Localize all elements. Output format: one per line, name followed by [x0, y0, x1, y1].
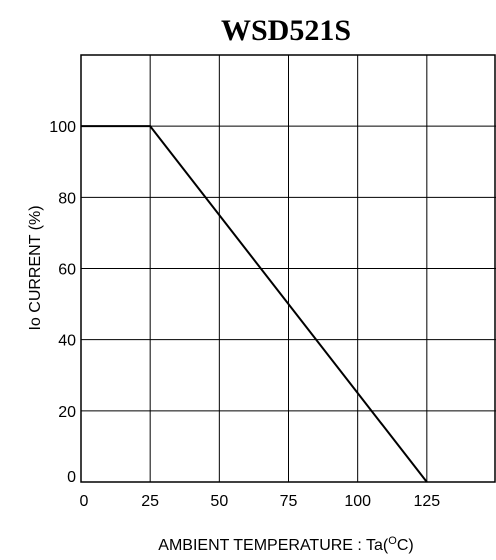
- plot-border: [80, 54, 496, 483]
- x-axis-label-unit: C): [397, 537, 414, 554]
- grid: [81, 55, 496, 482]
- x-tick-label: 100: [344, 493, 371, 510]
- chart-title: WSD521S: [221, 14, 351, 47]
- x-axis-label: AMBIENT TEMPERATURE : Ta(OC): [158, 535, 413, 554]
- x-tick-label: 75: [280, 493, 298, 510]
- x-tick-label: 50: [210, 493, 228, 510]
- y-tick-labels: 0 20 40 60 80 100: [49, 119, 76, 486]
- y-tick-label: 80: [58, 190, 76, 207]
- x-tick-labels: 0 25 50 75 100 125: [80, 493, 441, 510]
- y-tick-label: 0: [67, 469, 76, 486]
- y-tick-label: 100: [49, 119, 76, 136]
- y-tick-label: 40: [58, 333, 76, 350]
- x-axis-label-main: AMBIENT TEMPERATURE : Ta(: [158, 537, 389, 554]
- plot-frame: [80, 54, 496, 483]
- x-tick-label: 125: [413, 493, 440, 510]
- x-axis-label-superscript: O: [388, 535, 397, 547]
- x-tick-label: 25: [141, 493, 159, 510]
- derating-curve: [81, 125, 428, 483]
- y-tick-label: 20: [58, 404, 76, 421]
- x-tick-label: 0: [80, 493, 89, 510]
- y-axis-label: Io CURRENT (%): [27, 205, 44, 330]
- y-tick-label: 60: [58, 262, 76, 279]
- series-group: [81, 125, 428, 483]
